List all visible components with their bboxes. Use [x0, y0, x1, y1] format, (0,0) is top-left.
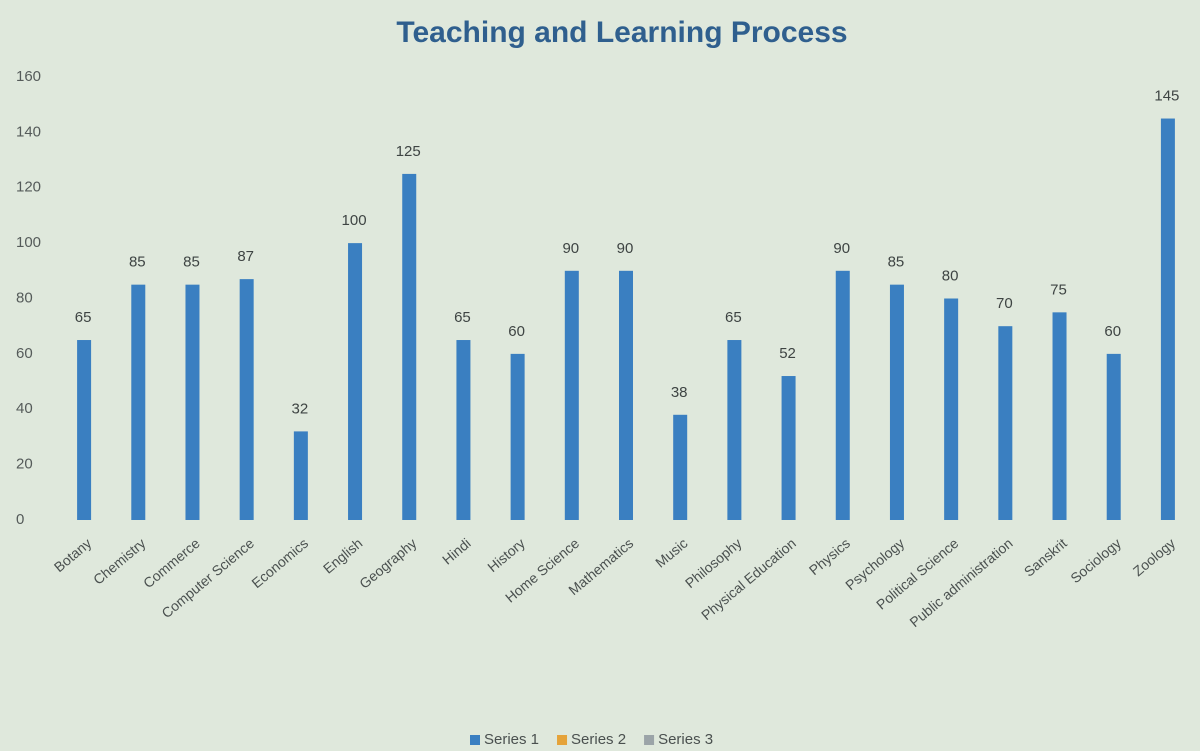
bar [890, 285, 904, 520]
value-label: 100 [342, 212, 367, 229]
y-tick-label: 160 [16, 68, 41, 85]
bar [511, 354, 525, 520]
legend: Series 1 Series 2 Series 3 [470, 731, 713, 748]
value-label: 90 [562, 240, 579, 257]
x-tick-label: English [320, 535, 365, 577]
value-label: 32 [292, 400, 309, 417]
value-label: 65 [454, 309, 471, 326]
value-label: 75 [1050, 281, 1067, 298]
bar [77, 340, 91, 520]
value-label: 70 [996, 295, 1013, 312]
legend-swatch [557, 735, 567, 745]
bar [402, 174, 416, 520]
y-tick-label: 140 [16, 123, 41, 140]
value-label: 90 [833, 240, 850, 257]
x-tick-label: Botany [51, 535, 95, 575]
legend-label: Series 1 [484, 731, 539, 748]
value-label: 65 [75, 309, 92, 326]
value-label: 125 [396, 143, 421, 160]
value-label: 90 [617, 240, 634, 257]
value-label: 60 [508, 323, 525, 340]
y-tick-label: 120 [16, 179, 41, 196]
legend-swatch [644, 735, 654, 745]
value-label: 60 [1104, 323, 1121, 340]
bar [673, 415, 687, 520]
x-tick-label: Music [652, 535, 690, 571]
bar [565, 271, 579, 520]
value-label: 52 [779, 345, 796, 362]
x-tick-label: Computer Science [158, 535, 257, 621]
bar [240, 279, 254, 520]
bar [782, 376, 796, 520]
bar [944, 299, 958, 521]
chart: Teaching and Learning Process 0 20 40 60 80 1… [0, 0, 1200, 751]
x-tick-label: Hindi [439, 535, 474, 568]
y-tick-label: 100 [16, 234, 41, 251]
value-label: 85 [888, 254, 905, 271]
value-label: 80 [942, 267, 959, 284]
legend-swatch [470, 735, 480, 745]
x-tick-label: Sociology [1067, 535, 1124, 586]
bar [619, 271, 633, 520]
x-tick-label: Sanskrit [1021, 535, 1070, 580]
x-tick-label: Public administration [906, 535, 1015, 630]
value-label: 87 [237, 248, 254, 265]
chart-title: Teaching and Learning Process [396, 16, 847, 49]
bar [1161, 119, 1175, 520]
value-label: 38 [671, 384, 688, 401]
bar [1107, 354, 1121, 520]
bar [131, 285, 145, 520]
x-tick-label: Geography [356, 535, 419, 592]
bar [294, 431, 308, 520]
value-label: 85 [129, 254, 146, 271]
y-tick-label: 40 [16, 400, 33, 417]
bar [456, 340, 470, 520]
legend-label: Series 3 [658, 731, 713, 748]
legend-label: Series 2 [571, 731, 626, 748]
bar [727, 340, 741, 520]
x-tick-label: Economics [248, 535, 311, 591]
bar [836, 271, 850, 520]
bar [998, 326, 1012, 520]
value-label: 85 [183, 254, 200, 271]
bar [348, 243, 362, 520]
y-tick-label: 0 [16, 511, 24, 528]
y-tick-label: 20 [16, 456, 33, 473]
value-label: 145 [1154, 88, 1179, 105]
y-tick-label: 80 [16, 289, 33, 306]
bar [1053, 312, 1067, 520]
x-tick-label: Physical Education [698, 535, 799, 623]
value-label: 65 [725, 309, 742, 326]
x-tick-label: Zoology [1130, 535, 1178, 579]
bar [185, 285, 199, 520]
x-tick-label: History [484, 535, 528, 575]
x-tick-label: Physics [806, 535, 853, 578]
y-tick-label: 60 [16, 345, 33, 362]
